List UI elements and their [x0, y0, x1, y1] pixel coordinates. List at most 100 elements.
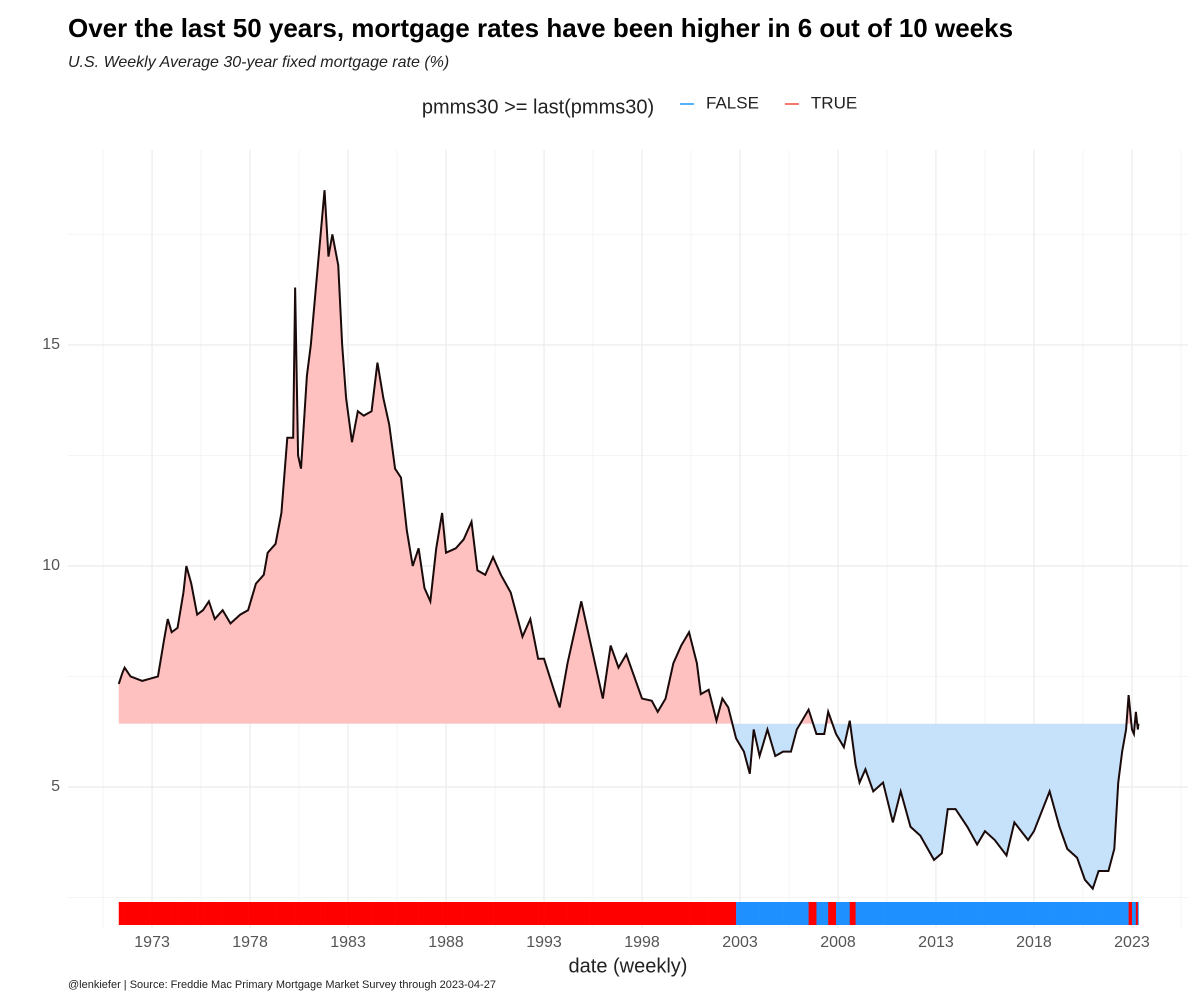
- chart-subtitle: U.S. Weekly Average 30-year fixed mortga…: [68, 54, 449, 71]
- rug-segment: [1114, 902, 1119, 925]
- rug-segment: [1028, 902, 1035, 925]
- rug-segment: [984, 902, 996, 925]
- rug-segment: [873, 902, 884, 925]
- area-above: [118, 190, 1139, 724]
- rug-segment: [298, 902, 302, 925]
- rug-segment: [796, 902, 809, 925]
- rug-segment: [377, 902, 384, 925]
- rug-segment: [759, 902, 768, 925]
- rug-segment: [389, 902, 396, 925]
- rug-segment: [263, 902, 268, 925]
- rug-segment: [142, 902, 151, 925]
- rug-segment: [1006, 902, 1015, 925]
- rug-segment: [934, 902, 943, 925]
- rug-segment: [328, 902, 333, 925]
- rug-segment: [255, 902, 265, 925]
- rug-segment: [363, 902, 372, 925]
- x-tick-label: 2013: [918, 934, 954, 951]
- rug-segment: [157, 902, 165, 925]
- rug-segment: [400, 902, 408, 925]
- rug-segment: [351, 902, 359, 925]
- line: [117, 190, 1140, 891]
- rug-segment: [430, 902, 437, 925]
- rug-segment: [700, 902, 709, 925]
- rug-segment: [843, 902, 851, 925]
- rug-segment: [522, 902, 531, 925]
- rug-segment: [836, 902, 845, 925]
- rug-segment: [191, 902, 198, 925]
- rug-segment: [910, 902, 921, 925]
- rug-segment: [406, 902, 414, 925]
- rug-segment: [567, 902, 576, 925]
- rug-segment: [892, 902, 901, 925]
- rug-segment: [442, 902, 447, 925]
- x-tick-label: 1988: [428, 934, 464, 951]
- rug-segment: [716, 902, 723, 925]
- rug-segment: [828, 902, 837, 925]
- rug-segment: [1067, 902, 1078, 925]
- rug-segment: [626, 902, 635, 925]
- rug-segment: [183, 902, 187, 925]
- rug-segment: [1049, 902, 1060, 925]
- y-tick-label: 10: [42, 557, 60, 574]
- rug-segment: [808, 902, 817, 925]
- rug-segment: [130, 902, 143, 925]
- rug-segment: [1128, 902, 1133, 925]
- rug-segment: [1033, 902, 1050, 925]
- rug-segment: [1133, 902, 1137, 925]
- rug-segment: [383, 902, 390, 925]
- rug-segment: [306, 902, 312, 925]
- rug-segment: [230, 902, 241, 925]
- rug-segment: [530, 902, 539, 925]
- rug-segment: [446, 902, 457, 925]
- rug-segment: [1092, 902, 1099, 925]
- legend-title: pmms30 >= last(pmms30): [422, 96, 654, 118]
- rug-segment: [955, 902, 968, 925]
- rug-segment: [947, 902, 956, 925]
- rug-segment: [324, 902, 329, 925]
- rug-segment: [197, 902, 204, 925]
- rug-segment: [708, 902, 717, 925]
- rug-segment: [1131, 902, 1135, 925]
- rug-segment: [553, 902, 561, 925]
- rug-segment: [463, 902, 472, 925]
- x-axis-label: date (weekly): [569, 955, 688, 977]
- rug-segment: [214, 902, 223, 925]
- rug-segment: [849, 902, 856, 925]
- rug-segment: [424, 902, 431, 925]
- rug-segment: [977, 902, 986, 925]
- rug-segment: [994, 902, 1007, 925]
- rug-segment: [743, 902, 751, 925]
- rug-segment: [477, 902, 486, 925]
- rug-segment: [301, 902, 308, 925]
- rug-segment: [295, 902, 299, 925]
- rug-segment: [177, 902, 184, 925]
- rug-segment: [728, 902, 737, 925]
- rug-segment: [767, 902, 776, 925]
- chart-title: Over the last 50 years, mortgage rates h…: [68, 13, 1013, 43]
- x-tick-label: 2008: [820, 934, 856, 951]
- rug-segment: [722, 902, 729, 925]
- rug-segment: [310, 902, 316, 925]
- rug-segment: [1014, 902, 1029, 925]
- rug-segment: [203, 902, 210, 925]
- rug-segment: [634, 902, 643, 925]
- rug-segment: [124, 902, 131, 925]
- rug-segment: [287, 902, 294, 925]
- rug-segment: [602, 902, 611, 925]
- rug-segment: [1135, 902, 1139, 925]
- rug-segment: [471, 902, 478, 925]
- rug-segment: [651, 902, 658, 925]
- rug-segment: [544, 902, 555, 925]
- x-tick-label: 1983: [330, 934, 366, 951]
- caption: @lenkiefer | Source: Freddie Mac Primary…: [68, 979, 496, 991]
- rug-segment: [575, 902, 582, 925]
- rug-segment: [510, 902, 523, 925]
- rug-segment: [320, 902, 325, 925]
- rug-segment: [865, 902, 874, 925]
- rug-segment: [618, 902, 627, 925]
- rug-segment: [371, 902, 378, 925]
- rug-segment: [412, 902, 419, 925]
- rug-segment: [1077, 902, 1086, 925]
